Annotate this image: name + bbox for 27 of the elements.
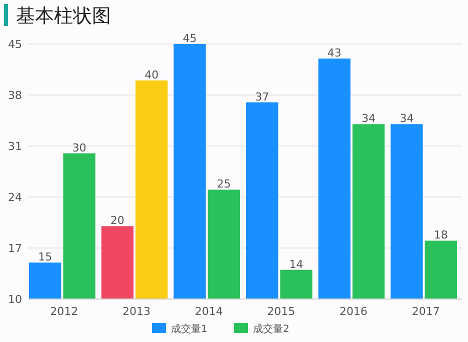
x-tick-label: 2012 — [50, 305, 78, 318]
data-label: 40 — [144, 68, 159, 82]
x-tick-label: 2017 — [412, 305, 440, 318]
x-tick-label: 2015 — [267, 305, 296, 318]
y-tick-label: 31 — [8, 140, 22, 153]
data-label: 18 — [434, 228, 448, 242]
y-tick-label: 10 — [8, 293, 22, 306]
data-label: 14 — [289, 258, 304, 271]
data-label: 15 — [38, 250, 52, 264]
y-tick-label: 38 — [8, 89, 22, 102]
data-label: 34 — [400, 112, 414, 126]
x-tick-label: 2014 — [194, 305, 223, 318]
x-tick-label: 2013 — [122, 305, 150, 318]
data-label: 34 — [362, 112, 376, 126]
y-tick-label: 17 — [8, 242, 22, 255]
legend-label: 成交量2 — [253, 323, 290, 335]
y-tick-label: 45 — [8, 38, 22, 51]
data-label: 20 — [110, 214, 124, 228]
y-tick-label: 24 — [8, 191, 22, 204]
chart-title: 基本柱状图 — [16, 5, 111, 27]
legend-label: 成交量1 — [171, 323, 208, 335]
data-label: 37 — [255, 90, 270, 104]
data-label: 30 — [72, 141, 86, 154]
data-label: 25 — [216, 178, 231, 191]
x-tick-label: 2016 — [340, 305, 368, 318]
data-label: 43 — [327, 46, 342, 60]
data-label: 45 — [182, 32, 197, 45]
